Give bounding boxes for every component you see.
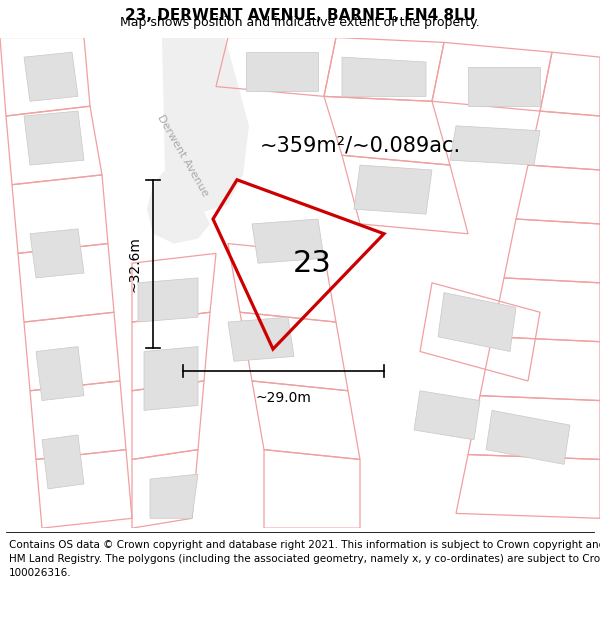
- Text: ~32.6m: ~32.6m: [128, 236, 142, 292]
- Polygon shape: [42, 435, 84, 489]
- Text: Map shows position and indicative extent of the property.: Map shows position and indicative extent…: [120, 16, 480, 29]
- Polygon shape: [354, 165, 432, 214]
- Text: Contains OS data © Crown copyright and database right 2021. This information is : Contains OS data © Crown copyright and d…: [9, 540, 600, 578]
- Polygon shape: [162, 38, 249, 212]
- Polygon shape: [24, 52, 78, 101]
- Text: 23, DERWENT AVENUE, BARNET, EN4 8LU: 23, DERWENT AVENUE, BARNET, EN4 8LU: [125, 8, 475, 22]
- Polygon shape: [150, 474, 198, 518]
- Polygon shape: [144, 347, 198, 411]
- Text: 23: 23: [293, 249, 331, 278]
- Polygon shape: [36, 347, 84, 401]
- Polygon shape: [342, 57, 426, 96]
- Text: ~29.0m: ~29.0m: [256, 391, 311, 405]
- Polygon shape: [147, 170, 210, 244]
- Polygon shape: [24, 111, 84, 165]
- Polygon shape: [252, 219, 324, 263]
- Polygon shape: [438, 292, 516, 351]
- Text: ~359m²/~0.089ac.: ~359m²/~0.089ac.: [259, 136, 461, 156]
- Text: Derwent Avenue: Derwent Avenue: [155, 112, 211, 198]
- Polygon shape: [228, 317, 294, 361]
- Polygon shape: [450, 126, 540, 165]
- Polygon shape: [486, 411, 570, 464]
- Polygon shape: [246, 52, 318, 91]
- Polygon shape: [138, 278, 198, 322]
- Polygon shape: [468, 67, 540, 106]
- Polygon shape: [30, 229, 84, 278]
- Polygon shape: [414, 391, 480, 440]
